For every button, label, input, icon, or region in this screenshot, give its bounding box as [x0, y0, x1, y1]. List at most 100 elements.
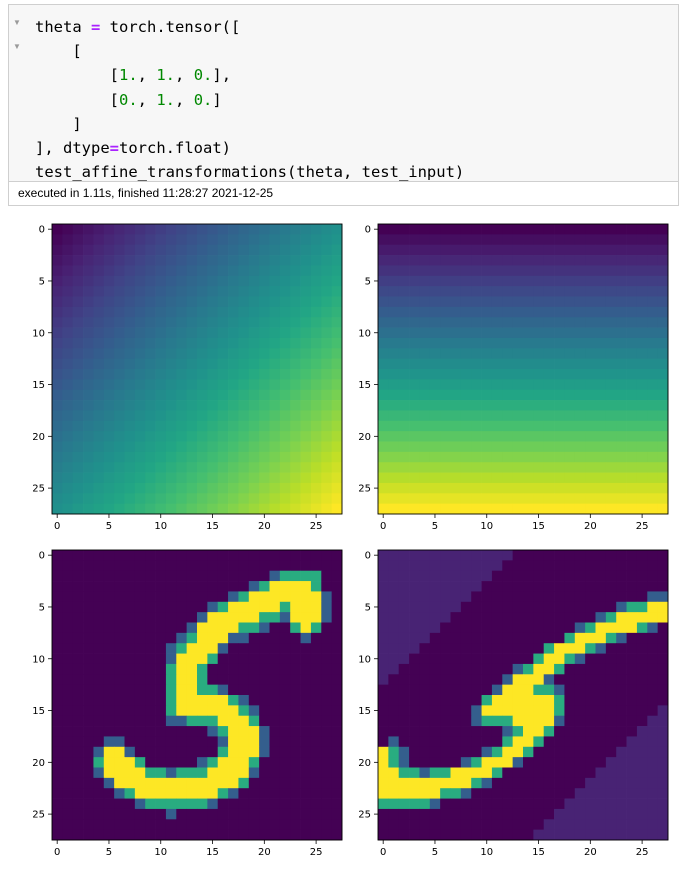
heatmap-cell [228, 767, 239, 779]
heatmap-cell [533, 482, 545, 494]
heatmap-cell [52, 493, 63, 504]
heatmap-cell [248, 286, 260, 297]
heatmap-cell [114, 550, 125, 561]
heatmap-cell [460, 503, 472, 515]
heatmap-cell [481, 462, 493, 473]
heatmap-cell [647, 591, 658, 603]
heatmap-cell [554, 224, 565, 235]
heatmap-cell [207, 265, 219, 277]
heatmap-cell [616, 337, 627, 349]
heatmap-cell [419, 581, 431, 592]
heatmap-cell [310, 653, 322, 665]
heatmap-cell [165, 286, 177, 297]
heatmap-cell [512, 612, 524, 623]
heatmap-cell [595, 746, 607, 758]
heatmap-cell [491, 224, 503, 235]
code-token: ] [35, 114, 82, 133]
heatmap-cell [165, 705, 177, 717]
heatmap-cell [554, 327, 565, 339]
code-cell-input[interactable]: ▼ ▼ theta = torch.tensor([ [ [1., 1., 0.… [8, 4, 679, 182]
heatmap-cell [155, 560, 167, 572]
heatmap-cell [398, 560, 410, 572]
heatmap-cell [429, 591, 441, 603]
heatmap-cell [197, 317, 208, 328]
heatmap-cell [124, 462, 136, 473]
heatmap-cell [103, 643, 115, 654]
heatmap-cell [585, 410, 596, 422]
heatmap-cell [134, 472, 146, 484]
heatmap-cell [207, 317, 219, 328]
heatmap-cell [310, 441, 322, 453]
heatmap-cell [93, 472, 105, 484]
heatmap-cell [207, 306, 219, 318]
heatmap-cell [616, 705, 627, 717]
heatmap-cell [409, 400, 420, 411]
heatmap-cell [217, 472, 229, 484]
heatmap-cell [574, 244, 586, 256]
x-tick-label: 10 [480, 847, 493, 858]
code-editor[interactable]: theta = torch.tensor([ [ [1., 1., 0.], [… [35, 15, 464, 184]
heatmap-cell [636, 550, 648, 561]
heatmap-cell [429, 612, 441, 623]
heatmap-cell [657, 482, 669, 494]
heatmap-cell [554, 275, 565, 287]
heatmap-cell [207, 358, 219, 370]
heatmap-cells [52, 224, 343, 515]
heatmap-cell [419, 234, 431, 246]
heatmap-cell [310, 410, 322, 422]
y-tick-label: 25 [358, 484, 371, 495]
heatmap-cell [331, 275, 343, 287]
heatmap-cell [429, 431, 441, 442]
heatmap-cell [238, 788, 250, 799]
heatmap-cell [409, 612, 420, 623]
heatmap-cell [378, 451, 389, 463]
heatmap-cell [52, 482, 63, 494]
heatmap-cell [300, 601, 312, 613]
heatmap-cell [616, 451, 627, 463]
heatmap-cell [398, 224, 410, 235]
heatmap-cell [321, 503, 332, 515]
heatmap-cell [186, 462, 198, 473]
heatmap-cell [238, 317, 250, 328]
heatmap-cell [279, 746, 291, 758]
heatmap-cell [321, 441, 332, 453]
heatmap-cell [440, 451, 451, 463]
heatmap-cell [228, 653, 239, 665]
heatmap-cell [134, 224, 146, 235]
fold-toggle-icon[interactable]: ▼ [13, 18, 21, 27]
heatmap-cell [186, 653, 198, 665]
heatmap-cell [429, 462, 441, 473]
heatmap-cell [636, 224, 648, 235]
heatmap-cell [574, 306, 586, 318]
heatmap-cell [419, 265, 431, 277]
heatmap-cell [176, 819, 187, 830]
heatmap-cell [103, 612, 115, 623]
heatmap-cell [450, 570, 462, 582]
heatmap-cell [657, 777, 669, 789]
heatmap-cell [176, 622, 187, 634]
heatmap-cell [378, 705, 389, 717]
heatmap-cell [409, 695, 420, 706]
heatmap-cell [429, 684, 441, 696]
heatmap-cell [481, 493, 493, 504]
heatmap-cell [554, 296, 565, 308]
heatmap-cell [533, 244, 545, 256]
heatmap-cell [145, 570, 156, 582]
heatmap-cell [217, 255, 229, 266]
heatmap-cell [52, 379, 63, 391]
heatmap-cell [378, 296, 389, 308]
heatmap-cell [228, 358, 239, 370]
heatmap-cell [62, 705, 74, 717]
heatmap-cell [217, 612, 229, 623]
heatmap-cell [62, 265, 74, 277]
heatmap-cell [269, 431, 281, 442]
heatmap-cell [554, 503, 565, 515]
heatmap-cell [124, 493, 136, 504]
fold-toggle-icon[interactable]: ▼ [13, 42, 21, 51]
heatmap-cell [419, 788, 431, 799]
heatmap-cell [398, 581, 410, 592]
heatmap-cell [419, 601, 431, 613]
heatmap-cell [564, 674, 576, 685]
heatmap-cell [217, 746, 229, 758]
heatmap-cell [310, 482, 322, 494]
